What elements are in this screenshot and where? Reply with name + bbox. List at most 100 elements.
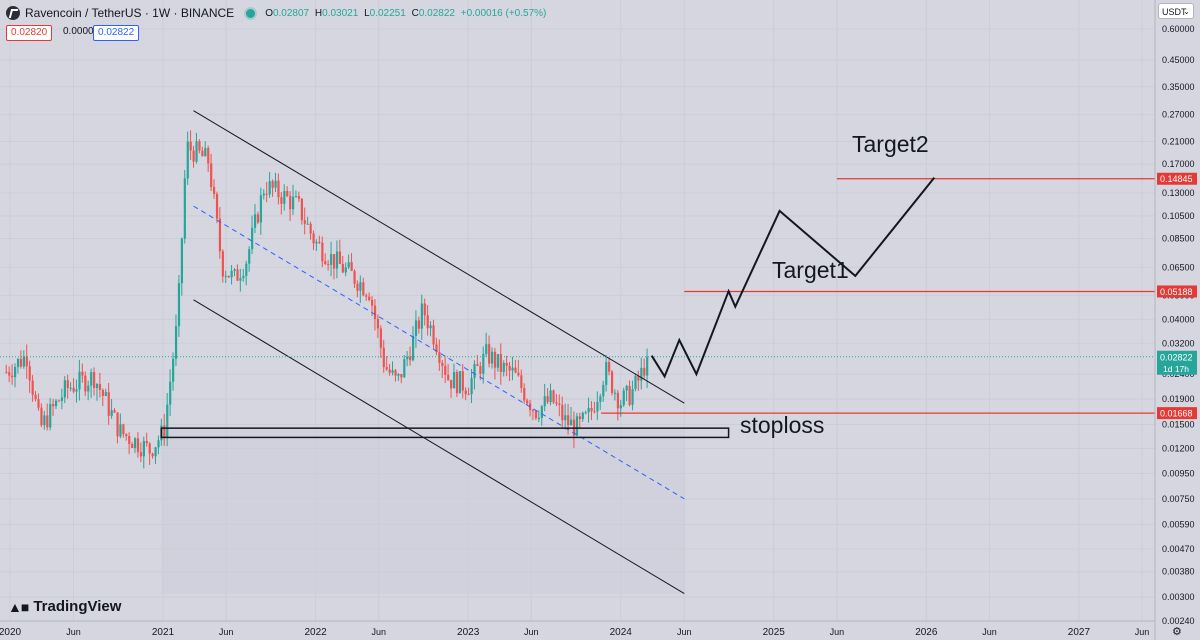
candle-body bbox=[306, 223, 309, 225]
candle-body bbox=[242, 275, 245, 279]
candle-body bbox=[63, 380, 66, 398]
y-tick-label: 0.00300 bbox=[1162, 592, 1195, 602]
channel-shade bbox=[161, 428, 685, 594]
y-tick-label: 0.10500 bbox=[1162, 211, 1195, 221]
y-tick-label: 0.01500 bbox=[1162, 420, 1195, 430]
candle-body bbox=[198, 141, 201, 151]
candle-body bbox=[37, 399, 40, 408]
x-tick-label: 2026 bbox=[915, 627, 938, 638]
candle-body bbox=[145, 440, 148, 444]
candle-body bbox=[488, 344, 491, 364]
candle-body bbox=[11, 375, 14, 378]
candle-body bbox=[283, 190, 286, 204]
candle-body bbox=[368, 296, 371, 300]
candle-body bbox=[119, 424, 122, 437]
candle-body bbox=[207, 147, 210, 164]
candle-body bbox=[570, 419, 573, 426]
candle-body bbox=[473, 364, 476, 379]
currency-select[interactable]: USDT ⌄ bbox=[1158, 3, 1194, 19]
candle-body bbox=[619, 405, 622, 409]
candle-body bbox=[75, 389, 78, 392]
candle-body bbox=[599, 396, 602, 402]
candle-body bbox=[180, 238, 184, 284]
candle-body bbox=[444, 365, 447, 375]
candle-body bbox=[174, 326, 178, 359]
candle-body bbox=[414, 320, 418, 336]
candle-body bbox=[646, 356, 649, 376]
candle-body bbox=[531, 410, 535, 412]
candle-body bbox=[438, 352, 441, 363]
candle-body bbox=[84, 375, 87, 392]
candle-body bbox=[315, 241, 318, 244]
candle-body bbox=[482, 354, 485, 374]
x-tick-label: Jun bbox=[1135, 627, 1150, 637]
candle-body bbox=[613, 392, 617, 394]
candle-body bbox=[335, 251, 339, 269]
level-price-tag bbox=[1157, 172, 1197, 185]
annotation-target1: Target1 bbox=[772, 257, 849, 283]
tradingview-logo: ▲■ TradingView bbox=[8, 598, 121, 615]
buy-price-button[interactable]: 0.02822 bbox=[93, 25, 140, 41]
x-tick-label: Jun bbox=[677, 627, 692, 637]
candle-body bbox=[204, 147, 207, 157]
candle-body bbox=[388, 369, 391, 373]
x-tick-label: 2023 bbox=[457, 627, 480, 638]
candle-body bbox=[213, 187, 216, 194]
brand-text: TradingView bbox=[33, 598, 122, 615]
candle-body bbox=[280, 197, 283, 204]
candle-body bbox=[93, 372, 96, 389]
x-tick-label: 2027 bbox=[1068, 627, 1091, 638]
candle-body bbox=[455, 372, 459, 394]
candle-body bbox=[95, 384, 99, 389]
candle-body bbox=[253, 214, 257, 228]
candle-body bbox=[505, 362, 508, 366]
x-tick-label: 2021 bbox=[152, 627, 175, 638]
candle-body bbox=[274, 180, 277, 188]
candle-body bbox=[318, 241, 321, 243]
candle-body bbox=[186, 141, 189, 179]
y-tick-label: 0.00950 bbox=[1162, 468, 1195, 478]
candle-body bbox=[514, 367, 517, 373]
candle-body bbox=[458, 371, 462, 394]
candle-body bbox=[637, 375, 640, 381]
y-tick-label: 0.01200 bbox=[1162, 443, 1195, 453]
channel-lower-line bbox=[193, 299, 685, 594]
y-tick-label: 0.03200 bbox=[1162, 338, 1195, 348]
candle-body bbox=[163, 425, 166, 438]
current-price-tag bbox=[1157, 350, 1197, 375]
candle-body bbox=[46, 415, 49, 428]
candle-body bbox=[517, 372, 520, 376]
candle-body bbox=[14, 367, 17, 378]
candle-body bbox=[122, 424, 125, 435]
candle-body bbox=[605, 362, 608, 385]
low-value: 0.02251 bbox=[369, 7, 406, 19]
candle-body bbox=[87, 385, 90, 392]
candle-body bbox=[90, 372, 93, 386]
settings-gear-icon[interactable]: ⚙ bbox=[1172, 626, 1182, 638]
candle-body bbox=[593, 411, 596, 413]
projection-path bbox=[650, 176, 936, 379]
candle-body bbox=[224, 275, 227, 277]
candle-body bbox=[365, 295, 368, 297]
high-label: H bbox=[314, 7, 323, 19]
candle-body bbox=[520, 375, 523, 388]
candle-body bbox=[230, 270, 233, 278]
candle-body bbox=[616, 392, 620, 409]
x-tick-label: 2024 bbox=[610, 627, 633, 638]
candle-body bbox=[321, 242, 324, 262]
candle-body bbox=[289, 196, 292, 210]
candle-body bbox=[567, 415, 570, 426]
candle-body bbox=[78, 371, 81, 390]
candle-body bbox=[151, 453, 154, 457]
candle-body bbox=[490, 351, 494, 364]
sell-price-button[interactable]: 0.02820 bbox=[6, 25, 53, 41]
candle-body bbox=[417, 320, 421, 329]
candle-body bbox=[496, 354, 500, 368]
candle-body bbox=[409, 356, 412, 361]
candle-body bbox=[201, 150, 204, 157]
symbol-title[interactable]: Ravencoin / TetherUS · 1W · BINANCE bbox=[25, 6, 235, 20]
candle-body bbox=[136, 438, 140, 453]
candle-body bbox=[379, 328, 382, 348]
grid-lines bbox=[0, 0, 1155, 621]
